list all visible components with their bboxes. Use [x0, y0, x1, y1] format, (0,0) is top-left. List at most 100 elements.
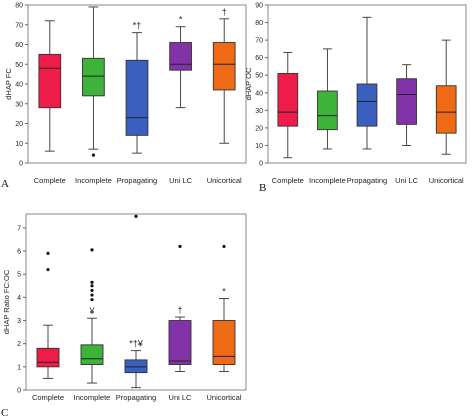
- y-tick-label: 7: [17, 225, 21, 232]
- box-propagating: *†: [125, 21, 149, 154]
- x-tick-label: Complete: [34, 176, 66, 185]
- x-tick-label: Incomplete: [74, 393, 111, 402]
- outlier-point: [90, 248, 94, 252]
- x-tick-label: Complete: [272, 176, 304, 185]
- y-tick-label: 80: [15, 3, 23, 10]
- y-tick-label: 60: [255, 55, 263, 62]
- outlier-point: [90, 293, 94, 297]
- panel-label: C: [1, 407, 8, 418]
- y-tick-label: 10: [255, 143, 263, 150]
- y-tick-label: 90: [255, 3, 263, 10]
- x-tick-label: Unicortical: [207, 176, 242, 185]
- outlier-point: [134, 214, 138, 218]
- significance-annotation: †: [222, 7, 227, 17]
- iqr-box: [277, 73, 299, 127]
- iqr-box: [435, 85, 457, 134]
- iqr-box: [168, 320, 192, 365]
- y-tick-label: 6: [17, 249, 21, 256]
- box-propagating: *†¥: [124, 214, 148, 389]
- y-tick-label: 50: [15, 62, 23, 69]
- outlier-point: [178, 244, 182, 249]
- outlier-point: [90, 298, 94, 302]
- outlier-point: [46, 267, 50, 272]
- y-tick-label: 70: [15, 22, 23, 29]
- iqr-box: [36, 347, 60, 368]
- box-incomplete: [82, 6, 105, 157]
- panel-label: A: [1, 178, 9, 190]
- iqr-box: [169, 42, 192, 71]
- box-unicortical: [435, 39, 457, 155]
- x-tick-label: Propagating: [116, 393, 156, 402]
- outlier-point: [90, 280, 94, 284]
- plot-frame: [25, 213, 247, 391]
- outlier-point: [91, 153, 95, 157]
- x-tick-label: Complete: [32, 393, 64, 402]
- y-tick-label: 20: [15, 121, 23, 128]
- box-uni-lc: †: [168, 244, 192, 372]
- x-tick-label: Uni LC: [169, 176, 193, 185]
- x-tick-label: Unicortical: [206, 393, 241, 402]
- y-tick-label: 60: [15, 42, 23, 49]
- plot-frame: [267, 4, 467, 164]
- box-complete: [277, 51, 299, 159]
- box-incomplete: [317, 48, 338, 150]
- y-axis-label: dHAP OC: [244, 67, 253, 100]
- box-incomplete: ¥: [80, 248, 104, 384]
- iqr-box: [82, 57, 105, 97]
- y-tick-label: 40: [255, 90, 263, 97]
- box-unicortical: †: [212, 7, 236, 144]
- y-axis-label: dHAP Ratio FC:OC: [2, 269, 11, 334]
- iqr-box: [396, 78, 417, 125]
- y-tick-label: 30: [15, 101, 23, 108]
- y-axis-label: dHAP FC: [4, 68, 13, 100]
- x-tick-label: Uni LC: [395, 176, 419, 185]
- outlier-point: [46, 251, 50, 255]
- box-complete: [38, 20, 62, 152]
- significance-annotation: *: [179, 15, 183, 25]
- y-tick-label: 1: [17, 364, 21, 371]
- y-tick-label: 30: [255, 108, 263, 115]
- chart-panel-a: 0 10 20 30 40 50 60 70 80 dHAP FC Complete Incomple…: [1, 3, 247, 190]
- y-tick-label: 0: [19, 161, 23, 168]
- y-tick-label: 2: [17, 341, 21, 348]
- outlier-point: [90, 288, 94, 293]
- y-tick-label: 0: [17, 388, 21, 395]
- y-tick-label: 10: [15, 141, 23, 148]
- outlier-point: [222, 244, 226, 249]
- box-unicortical: *: [212, 244, 236, 372]
- iqr-box: [38, 53, 62, 109]
- y-tick-label: 70: [255, 38, 263, 45]
- outlier-point: [90, 284, 94, 288]
- x-tick-label: Propagating: [347, 176, 387, 185]
- chart-panel-b: 0 10 20 30 40 50 60 70 80 90 dHAP OC Complete Incomp…: [244, 3, 467, 194]
- significance-annotation: *†: [133, 21, 142, 31]
- x-tick-label: Propagating: [117, 176, 157, 185]
- x-tick-label: Incomplete: [309, 176, 346, 185]
- box-propagating: [356, 16, 378, 150]
- iqr-box: [125, 59, 149, 136]
- y-tick-label: 4: [17, 295, 21, 302]
- y-tick-label: 80: [255, 20, 263, 27]
- iqr-box: [212, 320, 236, 365]
- iqr-box: [124, 359, 148, 374]
- significance-annotation: *: [222, 287, 226, 297]
- significance-annotation: †: [177, 305, 182, 315]
- y-tick-label: 40: [15, 82, 23, 89]
- iqr-box: [317, 90, 338, 131]
- significance-annotation: ¥: [88, 306, 95, 316]
- box-uni-lc: *: [169, 15, 192, 109]
- iqr-box: [356, 83, 378, 127]
- x-tick-label: Incomplete: [75, 176, 112, 185]
- y-tick-label: 20: [255, 125, 263, 132]
- chart-panel-c: 0 1 2 3 4 5 6 7 dHAP Ratio FC:OC Complete ¥ Incompl…: [1, 213, 247, 418]
- x-tick-label: Unicortical: [429, 176, 464, 185]
- box-complete: [36, 251, 60, 379]
- iqr-box: [212, 42, 236, 91]
- x-tick-label: Uni LC: [169, 393, 193, 402]
- y-tick-label: 3: [17, 318, 21, 325]
- y-tick-label: 50: [255, 73, 263, 80]
- panel-label: B: [259, 182, 266, 194]
- significance-annotation: *†¥: [129, 339, 144, 349]
- iqr-box: [80, 344, 104, 365]
